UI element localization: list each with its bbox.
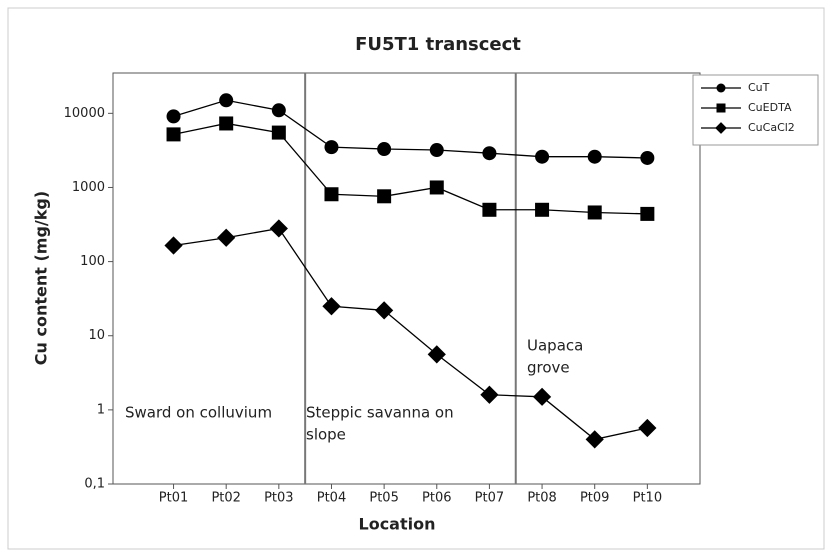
point xyxy=(375,301,394,320)
point xyxy=(640,150,655,165)
y-tick-label: 0,1 xyxy=(84,477,105,492)
x-axis-label: Location xyxy=(359,515,436,534)
point xyxy=(638,418,657,438)
legend-label: CuT xyxy=(748,81,770,94)
series-line xyxy=(173,122,648,215)
chart-title: FU5T1 transcect xyxy=(355,34,521,55)
point xyxy=(429,180,444,195)
x-tick-label: Pt05 xyxy=(369,491,398,506)
x-tick-label: Pt07 xyxy=(475,491,504,506)
point xyxy=(482,146,497,161)
y-tick-label: 100 xyxy=(80,254,105,269)
annotation: Uapaca xyxy=(527,337,583,355)
point xyxy=(640,206,655,221)
plot-area xyxy=(112,72,701,485)
point xyxy=(716,83,726,93)
y-tick-label: 1000 xyxy=(72,180,105,195)
x-tick-label: Pt04 xyxy=(317,491,346,506)
point xyxy=(427,345,446,364)
series-line xyxy=(173,227,648,441)
point xyxy=(166,109,181,124)
y-tick-label: 10 xyxy=(88,328,105,343)
point xyxy=(377,142,392,157)
x-tick-label: Pt09 xyxy=(580,491,609,506)
point xyxy=(324,140,339,155)
legend-box xyxy=(692,74,819,146)
point xyxy=(480,385,499,404)
x-tick-label: Pt10 xyxy=(633,491,662,506)
chart-frame xyxy=(7,7,825,550)
point xyxy=(219,93,234,108)
point xyxy=(377,189,392,204)
x-tick-label: Pt03 xyxy=(264,491,293,506)
point xyxy=(271,103,286,118)
point xyxy=(482,202,497,217)
y-tick-label: 10000 xyxy=(64,106,105,121)
point xyxy=(322,297,341,316)
point xyxy=(716,103,726,113)
point xyxy=(269,219,288,238)
point xyxy=(587,149,602,164)
point xyxy=(587,205,602,220)
legend-label: CuEDTA xyxy=(748,101,792,114)
annotation: slope xyxy=(306,426,346,444)
point xyxy=(271,125,286,140)
annotation: Sward on colluvium xyxy=(125,404,272,422)
point xyxy=(217,228,236,247)
y-axis-label: Cu content (mg/kg) xyxy=(32,191,51,365)
x-tick-label: Pt06 xyxy=(422,491,451,506)
point xyxy=(532,387,552,406)
annotation: grove xyxy=(527,359,570,377)
y-tick-label: 1 xyxy=(97,402,105,417)
legend-label: CuCaCl2 xyxy=(748,121,795,134)
point xyxy=(429,143,444,158)
point xyxy=(219,116,234,131)
annotation: Steppic savanna on xyxy=(306,404,454,422)
x-tick-label: Pt08 xyxy=(527,491,556,506)
point xyxy=(166,127,181,142)
x-tick-label: Pt01 xyxy=(159,491,188,506)
point xyxy=(535,149,550,164)
point xyxy=(715,122,727,134)
x-tick-label: Pt02 xyxy=(211,491,240,506)
point xyxy=(324,187,339,202)
series-line xyxy=(173,99,648,159)
point xyxy=(164,236,183,255)
point xyxy=(535,202,550,217)
point xyxy=(585,430,604,449)
